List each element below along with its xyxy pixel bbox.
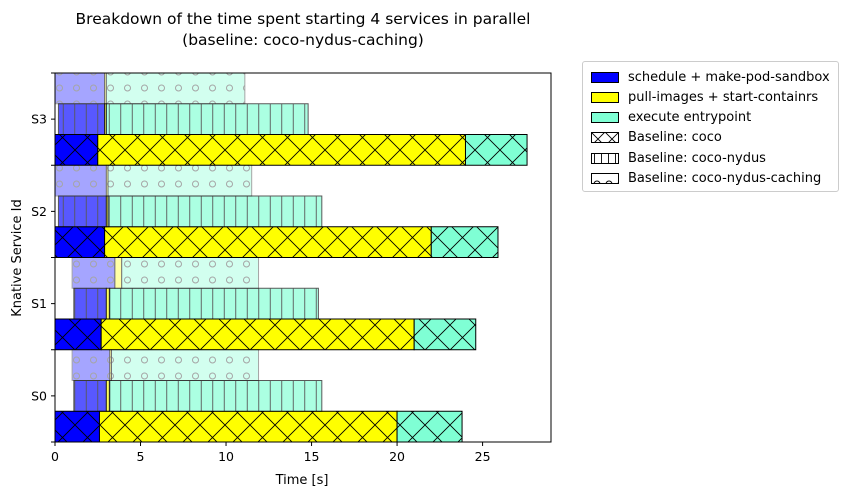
legend-label: schedule + make-pod-sandbox: [628, 69, 830, 85]
bar-s0-baseline-coco-nydus-caching-stage-2: [110, 349, 260, 381]
x-tick-label: 0: [51, 449, 59, 464]
y-axis-label: Knative Service Id: [10, 199, 25, 317]
bar-s2-baseline-coco-nydus-stage-0: [57, 195, 107, 228]
bar-s3-baseline-coco-nydus-stage-2: [105, 103, 309, 135]
bar-s3-baseline-coco-nydus-caching-stage-0: [54, 72, 106, 105]
bar-s0-baseline-coco-nydus-stage-0: [73, 380, 107, 412]
chart-subtitle: (baseline: coco-nydus-caching): [182, 31, 424, 49]
legend-label: Baseline: coco-nydus-caching: [628, 171, 822, 186]
x-tick-label: 15: [304, 449, 320, 464]
legend-entry: execute entrypoint: [591, 108, 751, 128]
bar-s0-baseline-coco-stage-2: [396, 410, 463, 443]
legend-swatch: [591, 173, 619, 184]
legend: schedule + make-pod-sandbox pull-images +…: [582, 61, 839, 192]
legend-entry: Baseline: coco: [591, 128, 722, 148]
bar-s0-baseline-coco-nydus-stage-2: [109, 380, 323, 412]
x-axis-label: Time [s]: [275, 473, 329, 488]
bar-s1-baseline-coco-nydus-stage-0: [73, 287, 107, 320]
bar-s2-baseline-coco-nydus-stage-2: [107, 195, 323, 228]
bar-s1-baseline-coco-nydus-caching-stage-2: [121, 257, 260, 289]
legend-swatch: [591, 132, 619, 144]
bar-s2-baseline-coco-stage-2: [430, 226, 499, 258]
legend-label: Baseline: coco: [628, 130, 722, 146]
bar-s2-baseline-coco-nydus-caching-stage-0: [54, 164, 107, 197]
bar-s1-baseline-coco-nydus-stage-1: [105, 287, 111, 320]
x-tick-label: 25: [475, 449, 491, 464]
bar-s3-baseline-coco-nydus-caching-stage-2: [105, 72, 246, 105]
bar-s0-baseline-coco-stage-0: [54, 410, 100, 443]
bar-s2-baseline-coco-stage-0: [54, 226, 106, 258]
x-tick-label: 10: [218, 449, 234, 464]
legend-entry: pull-images + start-containrs: [591, 87, 818, 107]
bar-s1-baseline-coco-stage-1: [100, 318, 415, 351]
y-tick-label-s1: S1: [31, 296, 47, 311]
y-tick-label-s2: S2: [31, 204, 47, 219]
bar-s0-baseline-coco-nydus-stage-1: [105, 380, 111, 412]
legend-swatch: [591, 91, 619, 103]
legend-label: execute entrypoint: [628, 110, 752, 126]
bar-s1-baseline-coco-stage-0: [54, 318, 102, 351]
x-tick-label: 20: [389, 449, 405, 464]
legend-label: Baseline: coco-nydus: [628, 150, 766, 166]
bar-s0-baseline-coco-nydus-caching-stage-0: [71, 349, 111, 381]
legend-entry: Baseline: coco-nydus: [591, 148, 766, 168]
bar-s1-baseline-coco-stage-2: [413, 318, 477, 351]
bar-s1-baseline-coco-nydus-caching-stage-0: [71, 257, 116, 289]
bar-s1-baseline-coco-nydus-stage-2: [109, 287, 319, 320]
bar-s3-baseline-coco-nydus-stage-0: [57, 103, 106, 135]
legend-swatch: [591, 112, 619, 124]
legend-label: pull-images + start-containrs: [628, 89, 819, 105]
bar-s2-baseline-coco-stage-1: [104, 226, 432, 258]
legend-swatch: [591, 152, 619, 164]
legend-entry: schedule + make-pod-sandbox: [591, 67, 830, 87]
y-tick-label-s0: S0: [31, 388, 47, 403]
axes-layer: 0 5 10 15 20 25 S0 S1 S2 S3: [31, 72, 552, 464]
x-tick-label: 5: [137, 449, 145, 464]
y-tick-label-s3: S3: [31, 112, 47, 127]
chart-title: Breakdown of the time spent starting 4 s…: [76, 10, 531, 28]
bars-layer: [54, 72, 528, 443]
bar-s0-baseline-coco-stage-1: [98, 410, 398, 443]
bar-s2-baseline-coco-nydus-caching-stage-2: [107, 164, 253, 197]
bar-s3-baseline-coco-stage-1: [97, 134, 466, 166]
bar-s3-baseline-coco-stage-0: [54, 134, 99, 166]
legend-entry: Baseline: coco-nydus-caching: [591, 169, 821, 189]
bar-s3-baseline-coco-stage-2: [464, 134, 528, 166]
legend-swatch: [591, 71, 619, 83]
bar-s1-baseline-coco-nydus-caching-stage-1: [114, 257, 123, 289]
